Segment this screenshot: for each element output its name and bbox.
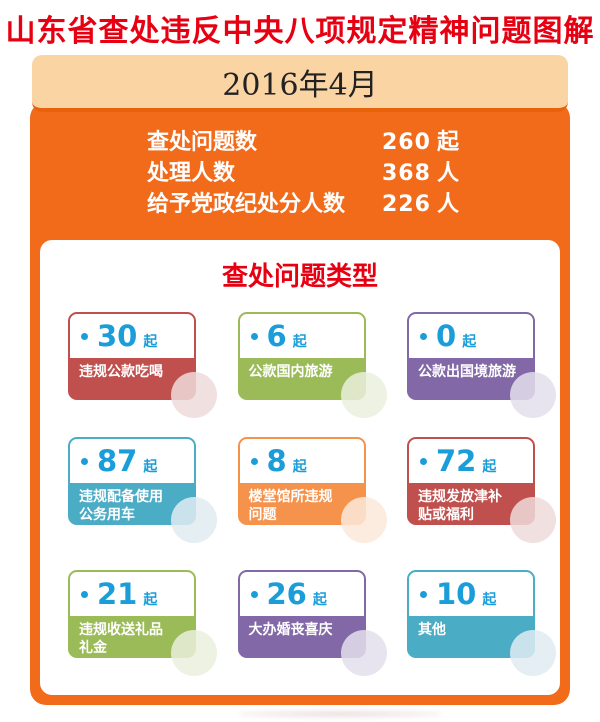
bullet-dot-icon	[420, 332, 427, 340]
card-count: 6	[266, 318, 287, 353]
summary-row-value: 368	[382, 161, 431, 186]
card-count-row: 26 起	[240, 572, 364, 616]
summary-row-label: 给予党政纪处分人数	[147, 192, 346, 217]
card-count-row: 30 起	[70, 314, 194, 358]
card-count: 72	[436, 443, 477, 478]
decorative-circle-icon	[340, 497, 387, 543]
cards-row: 87 起 违规配备使用 公务用车 8 起 楼堂馆所违规 问题 72 起 违规发放…	[40, 437, 560, 543]
card-count-row: 72 起	[409, 439, 533, 483]
decorative-circle-icon	[171, 372, 217, 418]
cards-row: 30 起 违规公款吃喝 6 起 公款国内旅游 0 起 公款出国境旅游	[40, 312, 560, 418]
card-count: 21	[97, 576, 138, 611]
card-count-row: 6 起	[240, 314, 364, 358]
period-bar: 2016年4月	[32, 55, 568, 112]
card-count: 10	[436, 576, 477, 611]
category-card: 10 起 其他	[407, 570, 556, 676]
card-count-unit: 起	[143, 592, 158, 608]
card-count-row: 10 起	[409, 572, 533, 616]
summary-row-unit: 起	[436, 130, 459, 155]
category-card: 21 起 违规收送礼品 礼金	[68, 570, 217, 676]
bullet-dot-icon	[81, 332, 88, 340]
decorative-circle-icon	[340, 630, 387, 676]
period-label: 2016年4月	[222, 67, 378, 103]
category-card: 30 起 违规公款吃喝	[68, 312, 217, 418]
bullet-dot-icon	[420, 457, 427, 465]
bullet-dot-icon	[250, 332, 258, 340]
bullet-dot-icon	[81, 457, 88, 465]
summary-row: 给予党政纪处分人数 226 人	[147, 186, 550, 217]
cards-row: 21 起 违规收送礼品 礼金 26 起 大办婚丧喜庆 10 起 其他	[40, 570, 560, 676]
category-card: 72 起 违规发放津补 贴或福利	[407, 437, 556, 543]
card-count: 0	[436, 318, 457, 353]
summary-row-unit: 人	[436, 161, 459, 186]
decorative-circle-icon	[510, 497, 556, 543]
card-count-unit: 起	[462, 334, 477, 350]
bullet-dot-icon	[250, 590, 258, 598]
bullet-dot-icon	[250, 457, 258, 465]
summary-panel: 查处问题数 260 起 处理人数 368 人 给予党政纪处分人数 226 人 查…	[30, 102, 570, 705]
category-card: 87 起 违规配备使用 公务用车	[68, 437, 217, 543]
card-count-unit: 起	[292, 459, 307, 475]
summary-list: 查处问题数 260 起 处理人数 368 人 给予党政纪处分人数 226 人	[147, 124, 550, 217]
card-count: 26	[266, 576, 307, 611]
card-label: 公款出国境旅游	[409, 358, 533, 398]
decorative-circle-icon	[171, 630, 217, 676]
card-count-unit: 起	[312, 592, 327, 608]
card-count-row: 87 起	[70, 439, 194, 483]
card-count-unit: 起	[143, 459, 158, 475]
decorative-circle-icon	[340, 372, 387, 418]
card-count: 87	[97, 443, 138, 478]
decorative-circle-icon	[510, 372, 556, 418]
card-count-unit: 起	[143, 334, 158, 350]
next-section-peek	[240, 710, 440, 718]
decorative-circle-icon	[510, 630, 556, 676]
bullet-dot-icon	[420, 590, 427, 598]
card-label: 公款国内旅游	[239, 358, 364, 398]
card-label: 违规公款吃喝	[70, 358, 194, 398]
category-card: 26 起 大办婚丧喜庆	[237, 570, 387, 676]
bullet-dot-icon	[81, 590, 88, 598]
decorative-circle-icon	[171, 497, 217, 543]
summary-row-label: 查处问题数	[147, 130, 258, 155]
summary-row-label: 处理人数	[147, 161, 236, 186]
categories-panel: 查处问题类型 30 起 违规公款吃喝 6 起 公款国内旅游 0 起 公款出国境旅…	[40, 240, 560, 695]
summary-row-unit: 人	[436, 192, 459, 217]
category-card: 8 起 楼堂馆所违规 问题	[237, 437, 387, 543]
summary-row: 处理人数 368 人	[147, 155, 550, 186]
card-count-row: 0 起	[409, 314, 533, 358]
card-count-unit: 起	[482, 592, 497, 608]
category-card: 0 起 公款出国境旅游	[407, 312, 556, 418]
card-count-unit: 起	[482, 459, 497, 475]
card-count-unit: 起	[292, 334, 307, 350]
card-count-row: 8 起	[240, 439, 364, 483]
card-count: 8	[266, 443, 287, 478]
categories-title: 查处问题类型	[221, 262, 378, 292]
category-card: 6 起 公款国内旅游	[237, 312, 387, 418]
page-title: 山东省查处违反中央八项规定精神问题图解	[5, 14, 595, 49]
summary-row: 查处问题数 260 起	[147, 124, 550, 155]
card-label: 违规收送礼品 礼金	[70, 616, 194, 656]
summary-row-value: 260	[382, 130, 431, 155]
card-count-row: 21 起	[70, 572, 194, 616]
card-count: 30	[97, 318, 138, 353]
summary-row-value: 226	[382, 192, 431, 217]
